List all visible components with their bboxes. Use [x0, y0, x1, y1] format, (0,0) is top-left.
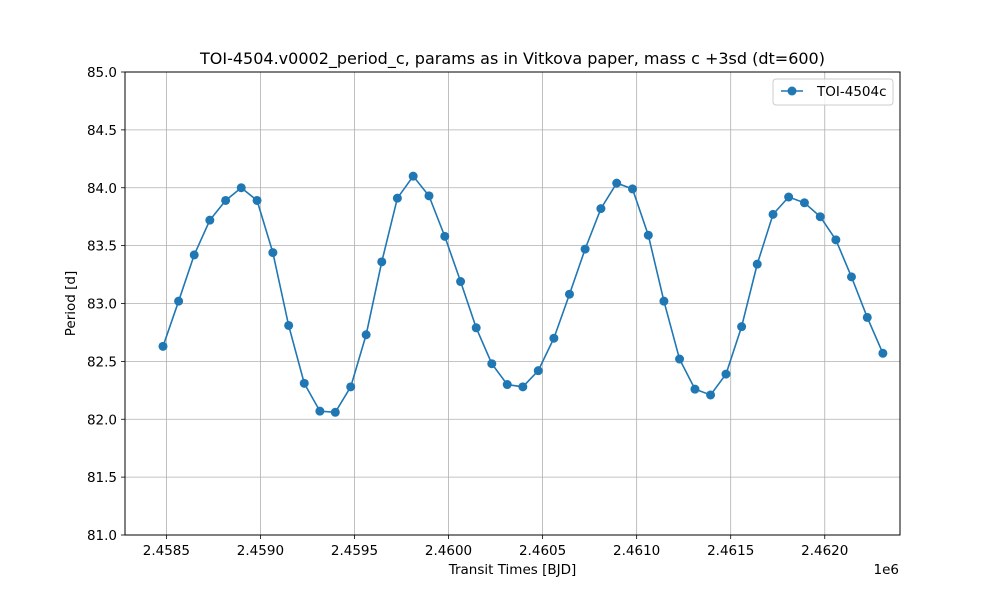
data-point [377, 257, 387, 267]
data-point [784, 192, 794, 202]
y-tick-label: 83.5 [87, 239, 117, 255]
data-point [392, 193, 402, 203]
data-point [158, 341, 168, 351]
data-point [580, 244, 590, 254]
x-tick-label: 2.4585 [143, 543, 190, 559]
y-tick-label: 82.0 [87, 412, 117, 428]
data-point [846, 272, 856, 282]
data-point [612, 178, 622, 188]
x-tick-label: 2.4605 [519, 543, 566, 559]
y-tick-label: 81.0 [87, 528, 117, 544]
y-tick-label: 82.5 [87, 354, 117, 370]
x-axis-label: Transit Times [BJD] [448, 562, 577, 578]
data-point [440, 231, 450, 241]
legend-box [772, 78, 894, 106]
legend-point-marker [787, 86, 797, 96]
data-point [549, 333, 559, 343]
data-point [737, 322, 747, 332]
data-point [487, 359, 497, 369]
chart-title: TOI-4504.v0002_period_c, params as in Vi… [199, 49, 825, 69]
data-point [659, 296, 669, 306]
data-point [299, 378, 309, 388]
y-tick-label: 84.0 [87, 181, 117, 197]
y-tick-label: 81.5 [87, 470, 117, 486]
data-point [330, 407, 340, 417]
data-point [252, 195, 262, 205]
data-point [236, 183, 246, 193]
x-offset-label: 1e6 [874, 562, 899, 578]
data-point [471, 323, 481, 333]
data-point [221, 195, 231, 205]
y-axis-label: Period [d] [63, 271, 79, 337]
data-point [174, 296, 184, 306]
x-tick-label: 2.4590 [237, 543, 284, 559]
plot-frame [124, 71, 901, 536]
legend: TOI-4504c [772, 78, 894, 106]
y-ticks: 81.0 81.5 82.0 82.5 83.0 83.5 84.0 84.5 85.0 [87, 65, 125, 544]
data-point [284, 320, 294, 330]
data-point [533, 366, 543, 376]
data-point [878, 348, 888, 358]
y-tick-label: 83.0 [87, 297, 117, 313]
data-point [456, 277, 466, 287]
data-point [518, 382, 528, 392]
x-tick-label: 2.4600 [425, 543, 472, 559]
data-point [408, 171, 418, 181]
data-point [643, 230, 653, 240]
data-point [831, 235, 841, 245]
y-tick-label: 85.0 [87, 65, 117, 81]
data-point [502, 380, 512, 390]
data-point [815, 212, 825, 222]
data-point [346, 382, 356, 392]
data-point [315, 406, 325, 416]
data-point [564, 289, 574, 299]
data-point [424, 191, 434, 201]
data-point [799, 198, 809, 208]
legend-label: TOI-4504c [816, 84, 887, 100]
x-tick-label: 2.4615 [707, 543, 754, 559]
x-tick-label: 2.4620 [801, 543, 848, 559]
y-tick-label: 84.5 [87, 123, 117, 139]
data-point [752, 259, 762, 269]
x-tick-label: 2.4610 [613, 543, 660, 559]
data-point [768, 209, 778, 219]
data-point [596, 204, 606, 214]
data-point [675, 354, 685, 364]
data-point [205, 215, 215, 225]
x-tick-label: 2.4595 [331, 543, 378, 559]
data-point [628, 184, 638, 194]
data-point [268, 248, 278, 258]
data-point [361, 330, 371, 340]
x-ticks: 2.4585 2.4590 2.4595 2.4600 2.4605 2.4610 2.46… [143, 535, 848, 559]
data-point [706, 390, 716, 400]
data-point [189, 250, 199, 260]
data-point [862, 312, 872, 322]
data-point [721, 369, 731, 379]
data-point [690, 384, 700, 394]
series-layer [158, 171, 888, 417]
